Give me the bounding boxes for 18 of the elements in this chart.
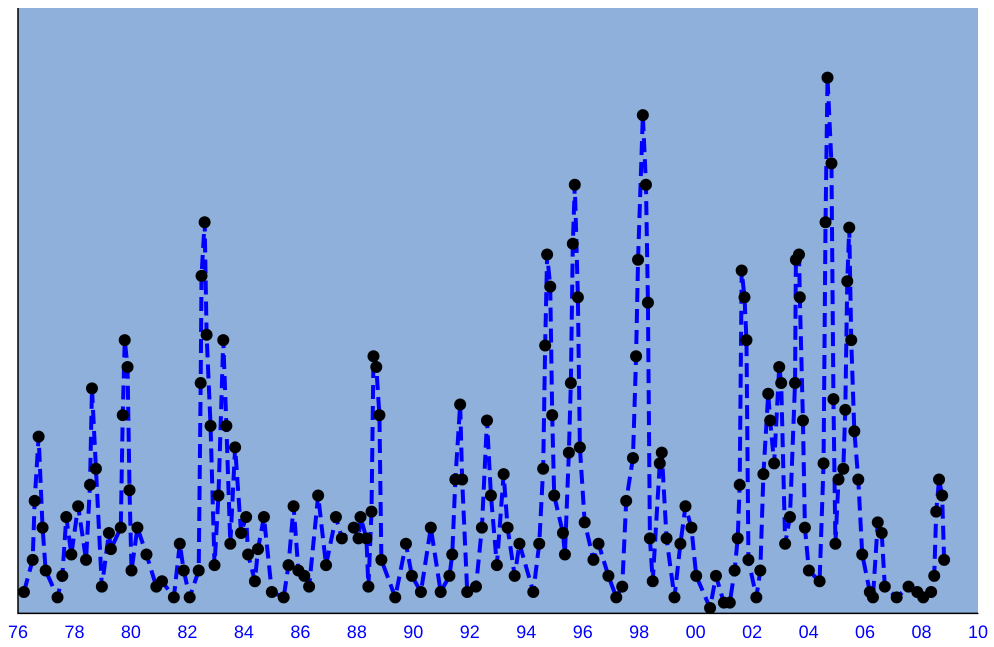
x-tick-label: 76: [8, 622, 28, 642]
x-tick-label: 06: [855, 622, 876, 642]
x-tick-label: 98: [629, 622, 650, 642]
x-tick-label: 90: [403, 622, 424, 642]
x-tick-label: 92: [460, 622, 480, 642]
x-tick-label: 84: [234, 622, 254, 642]
x-tick-label: 82: [177, 622, 198, 642]
x-tick-label: 88: [346, 622, 367, 642]
x-tick-label: 00: [686, 622, 706, 642]
x-tick-label: 02: [742, 622, 762, 642]
x-tick-label: 94: [516, 622, 536, 642]
x-tick-label: 96: [572, 622, 593, 642]
x-tick-label: 80: [120, 622, 141, 642]
x-tick-label: 78: [64, 622, 84, 642]
x-tick-label: 10: [968, 622, 988, 642]
x-tick-label: 08: [912, 622, 932, 642]
x-tick-label: 86: [290, 622, 310, 642]
x-tick-label: 04: [798, 622, 819, 642]
